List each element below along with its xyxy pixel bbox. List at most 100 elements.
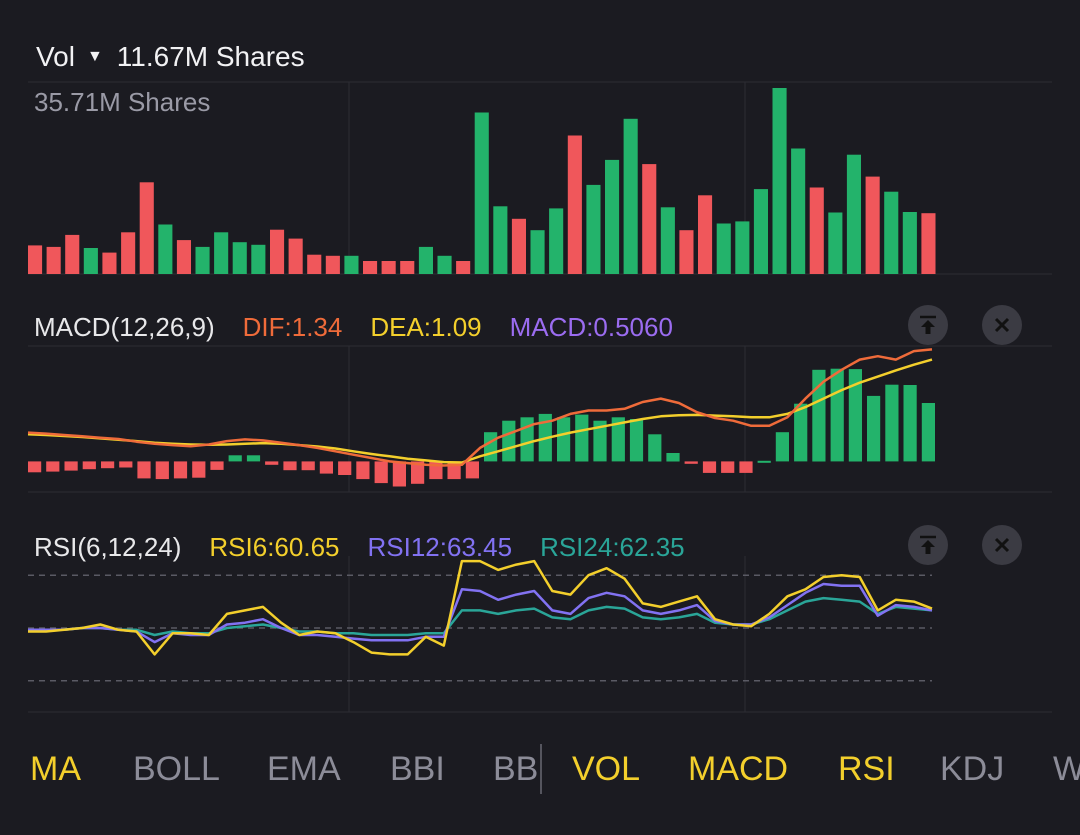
macd-histogram-bar — [757, 460, 771, 463]
volume-bar — [828, 212, 843, 274]
rsi24-value: RSI24:62.35 — [540, 532, 685, 562]
tab-boll[interactable]: BOLL — [133, 750, 220, 788]
volume-bar — [288, 238, 303, 274]
chevron-down-icon: ▼ — [86, 48, 103, 65]
macd-histogram-bar — [775, 432, 789, 462]
volume-bar — [121, 232, 136, 274]
rsi-close-button[interactable] — [982, 525, 1022, 565]
macd-histogram-bar — [739, 461, 753, 473]
macd-histogram-bar — [611, 417, 625, 462]
macd-dif-line — [27, 348, 933, 467]
macd-histogram-bar — [830, 368, 844, 462]
volume-bar — [902, 212, 917, 274]
tab-ema[interactable]: EMA — [267, 750, 341, 788]
volume-bar — [921, 213, 936, 274]
volume-bar — [772, 88, 787, 274]
macd-histogram-bar — [210, 461, 224, 470]
tab-divider — [540, 744, 542, 794]
volume-bar — [642, 164, 657, 274]
volume-selector[interactable]: Vol ▼ 11.67M Shares — [36, 41, 305, 73]
volume-bar — [846, 154, 861, 274]
tab-w[interactable]: W — [1053, 750, 1080, 788]
volume-bar — [158, 224, 173, 274]
macd-histogram-bar — [867, 395, 881, 462]
rsi-rsi6-line — [28, 559, 933, 656]
tab-vol[interactable]: VOL — [572, 750, 641, 788]
indicator-tab-bar: MA BOLL EMA BBI BB VOL MACD RSI KDJ W — [0, 742, 1080, 802]
pin-to-top-icon — [920, 535, 936, 554]
volume-bar — [605, 159, 620, 274]
volume-bar — [456, 261, 471, 274]
macd-histogram-bar — [82, 461, 96, 470]
volume-bar — [270, 229, 285, 274]
volume-bar — [344, 255, 359, 274]
macd-histogram-bar — [684, 461, 698, 464]
macd-histogram-bar — [411, 461, 425, 484]
macd-histogram-bar — [155, 461, 169, 480]
macd-histogram-bar — [648, 434, 662, 462]
close-icon — [994, 537, 1010, 553]
volume-bar — [511, 218, 526, 274]
macd-histogram-bar — [356, 461, 370, 480]
volume-bar — [232, 242, 247, 274]
rsi-pin-to-top-button[interactable] — [908, 525, 948, 565]
rsi-rsi24-line — [28, 596, 933, 637]
macd-histogram-bar — [338, 461, 352, 475]
indicator-charts — [27, 81, 1052, 713]
macd-histogram-bar — [794, 403, 808, 462]
macd-histogram-bar — [319, 461, 333, 474]
volume-bar — [549, 208, 564, 274]
volume-bar — [325, 255, 340, 274]
volume-bar — [83, 248, 98, 274]
volume-bar — [474, 112, 489, 274]
volume-bar — [679, 230, 694, 274]
volume-axis-max-label: 35.71M Shares — [34, 87, 211, 117]
macd-histogram-bar — [265, 461, 279, 465]
macd-histogram-bar — [192, 461, 206, 478]
macd-histogram-bar — [593, 420, 607, 462]
macd-histogram-bar — [246, 455, 261, 462]
volume-bar — [884, 191, 899, 274]
macd-histogram-bar — [812, 369, 826, 462]
volume-bar — [381, 261, 396, 274]
macd-histogram-bar — [64, 461, 78, 471]
volume-bar — [865, 176, 880, 274]
tab-macd[interactable]: MACD — [688, 750, 789, 788]
volume-bar — [586, 184, 601, 274]
tab-ma[interactable]: MA — [30, 750, 81, 788]
macd-dif-value: DIF:1.34 — [242, 312, 343, 342]
macd-legend: MACD(12,26,9) DIF:1.34 DEA:1.09 MACD:0.5060 — [34, 312, 673, 343]
volume-bar — [437, 255, 452, 274]
macd-histogram-bar — [101, 461, 115, 469]
tab-bbi[interactable]: BBI — [390, 750, 445, 788]
macd-histogram-bar — [484, 432, 498, 462]
macd-macd-value: MACD:0.5060 — [509, 312, 673, 342]
macd-histogram-bar — [228, 455, 242, 462]
macd-histogram-bar — [921, 403, 935, 462]
volume-bar — [530, 230, 545, 274]
macd-histogram-bar — [702, 461, 717, 473]
macd-histogram-bar — [28, 461, 42, 473]
tab-kdj[interactable]: KDJ — [940, 750, 1005, 788]
tab-rsi[interactable]: RSI — [838, 750, 895, 788]
volume-bar — [698, 195, 713, 274]
rsi-legend: RSI(6,12,24) RSI6:60.65 RSI12:63.45 RSI24:6… — [34, 532, 685, 563]
volume-bar — [660, 207, 675, 274]
volume-selector-label: Vol — [36, 41, 75, 72]
macd-dea-line — [27, 358, 933, 464]
macd-params-label: MACD(12,26,9) — [34, 312, 215, 342]
volume-bar — [251, 244, 266, 274]
tab-bb[interactable]: BB — [493, 750, 539, 788]
macd-lines — [27, 348, 933, 467]
volume-bar — [363, 261, 378, 274]
volume-bar — [65, 234, 80, 274]
macd-close-button[interactable] — [982, 305, 1022, 345]
volume-bar — [400, 261, 415, 274]
macd-histogram-bar — [885, 384, 899, 462]
volume-bar — [214, 232, 229, 274]
macd-pin-to-top-button[interactable] — [908, 305, 948, 345]
rsi12-value: RSI12:63.45 — [367, 532, 513, 562]
volume-bar — [307, 254, 322, 274]
macd-histogram-bar — [173, 461, 188, 479]
macd-histogram-bar — [392, 461, 406, 487]
